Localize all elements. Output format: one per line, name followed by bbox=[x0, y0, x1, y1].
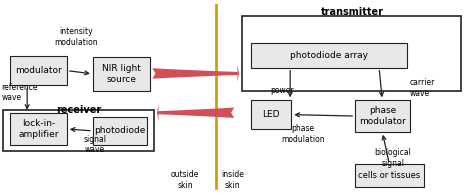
Text: reference
wave: reference wave bbox=[1, 83, 38, 102]
Text: power: power bbox=[270, 86, 294, 95]
Text: signal
wave: signal wave bbox=[84, 135, 107, 154]
Text: NIR light
source: NIR light source bbox=[102, 64, 141, 84]
Text: phase
modulation: phase modulation bbox=[282, 124, 325, 144]
Text: modulator: modulator bbox=[15, 66, 62, 75]
FancyBboxPatch shape bbox=[93, 117, 147, 145]
Text: outside
skin: outside skin bbox=[171, 170, 199, 190]
Text: biological
signal: biological signal bbox=[374, 148, 411, 168]
Text: cells or tissues: cells or tissues bbox=[358, 171, 420, 180]
Text: photodiode: photodiode bbox=[94, 126, 146, 135]
Text: LED: LED bbox=[263, 110, 280, 119]
FancyBboxPatch shape bbox=[251, 100, 292, 129]
FancyBboxPatch shape bbox=[10, 56, 67, 85]
FancyBboxPatch shape bbox=[355, 164, 424, 187]
FancyBboxPatch shape bbox=[10, 113, 67, 145]
Text: inside
skin: inside skin bbox=[221, 170, 244, 190]
Text: carrier
wave: carrier wave bbox=[410, 78, 435, 98]
Text: receiver: receiver bbox=[56, 105, 101, 115]
FancyBboxPatch shape bbox=[251, 43, 407, 68]
Text: intensity
modulation: intensity modulation bbox=[55, 27, 98, 47]
Text: lock-in-
amplifier: lock-in- amplifier bbox=[18, 119, 59, 139]
FancyBboxPatch shape bbox=[93, 57, 150, 91]
Text: photodiode array: photodiode array bbox=[290, 51, 368, 60]
FancyBboxPatch shape bbox=[355, 100, 410, 132]
Text: phase
modulator: phase modulator bbox=[359, 106, 406, 126]
Text: transmitter: transmitter bbox=[321, 7, 384, 17]
